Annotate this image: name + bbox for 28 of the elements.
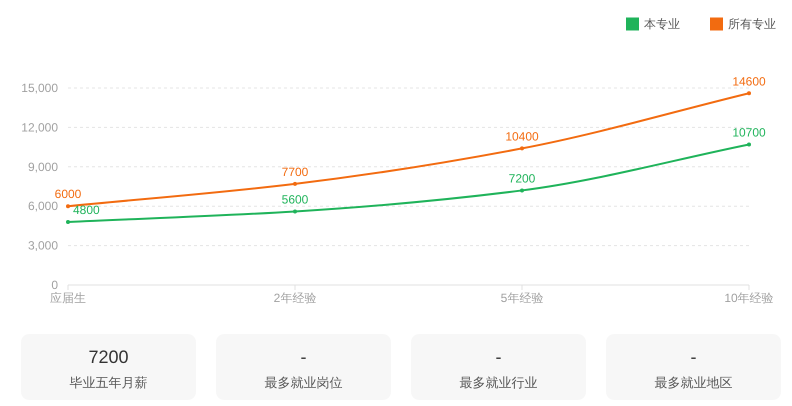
legend-label: 本专业 xyxy=(644,17,680,31)
data-label: 4800 xyxy=(73,202,100,217)
card-label: 毕业五年月薪 xyxy=(70,375,148,390)
card-value: - xyxy=(496,347,502,367)
card-label: 最多就业地区 xyxy=(654,375,732,390)
x-tick-label: 10年经验 xyxy=(724,291,774,305)
legend-label: 所有专业 xyxy=(728,17,776,31)
data-label: 14600 xyxy=(732,74,766,88)
y-tick-label: 9,000 xyxy=(28,160,58,174)
y-tick-label: 15,000 xyxy=(21,81,58,95)
y-tick-label: 3,000 xyxy=(28,238,58,253)
card-value: - xyxy=(690,347,696,367)
y-tick-label: 0 xyxy=(51,278,58,292)
card-value: - xyxy=(300,347,306,367)
data-label: 5600 xyxy=(282,192,308,206)
card-label: 最多就业行业 xyxy=(460,375,538,390)
x-tick-label: 2年经验 xyxy=(274,291,316,305)
x-tick-label: 应届生 xyxy=(50,291,86,305)
y-tick-label: 6,000 xyxy=(28,199,58,214)
x-tick-label: 5年经验 xyxy=(500,291,544,305)
data-label: 7700 xyxy=(282,164,308,179)
data-label: 6000 xyxy=(54,187,82,202)
card-label: 最多就业岗位 xyxy=(264,375,342,390)
y-tick-label: 12,000 xyxy=(21,120,58,134)
card-value: 7200 xyxy=(88,347,129,367)
data-label: 10400 xyxy=(505,129,539,144)
data-label: 10700 xyxy=(732,125,766,140)
data-label: 7200 xyxy=(508,171,536,186)
